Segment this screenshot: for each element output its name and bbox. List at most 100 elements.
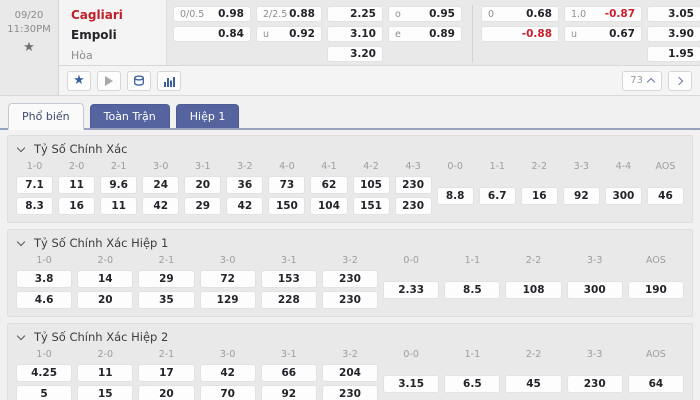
score-odds-button[interactable]: 45 xyxy=(505,374,562,393)
score-odds-button[interactable]: 204 xyxy=(321,364,379,382)
score-odds-button[interactable]: 17 xyxy=(138,364,195,382)
section-header[interactable]: Tỷ Số Chính Xác Hiệp 1 xyxy=(8,230,692,253)
score-odds-button[interactable]: 6.5 xyxy=(444,374,501,393)
score-odds-button[interactable]: 105 xyxy=(352,176,390,194)
score-odds-button[interactable]: 8.3 xyxy=(16,197,54,215)
odds-button[interactable]: e 0.89 xyxy=(388,26,462,42)
score-odds-button[interactable]: 151 xyxy=(352,197,390,215)
score-odds-button[interactable]: 190 xyxy=(627,280,684,299)
odds-button[interactable]: 3.05 xyxy=(647,6,700,22)
next-match-button[interactable] xyxy=(668,70,692,91)
odds-button[interactable]: 1.95 xyxy=(647,46,700,62)
draw-score-column: 0-0 2.33 xyxy=(383,255,440,309)
score-odds-button[interactable]: 230 xyxy=(566,374,623,393)
score-odds-button[interactable]: 42 xyxy=(199,364,256,382)
odds-button[interactable]: u 0.92 xyxy=(256,26,322,42)
odds-button[interactable]: 2/2.5 0.88 xyxy=(256,6,322,22)
favorite-star-button[interactable]: ★ xyxy=(67,70,91,91)
score-column-header: 4-1 xyxy=(321,161,337,172)
score-odds-button[interactable]: 92 xyxy=(562,186,600,205)
score-odds-button[interactable]: 300 xyxy=(566,280,623,299)
odds-button[interactable]: 0/0.5 0.98 xyxy=(173,6,251,22)
odds-button[interactable]: -0.88 xyxy=(481,26,559,42)
odds-line-label: e xyxy=(395,28,401,40)
odds-button[interactable]: 3.10 xyxy=(327,26,383,42)
tab-2[interactable]: Toàn Trận xyxy=(89,104,170,128)
odds-button[interactable]: 2.25 xyxy=(327,6,383,22)
score-odds-button[interactable]: 8.8 xyxy=(436,186,474,205)
score-column-header: 4-2 xyxy=(363,161,379,172)
score-odds-button[interactable]: 20 xyxy=(138,385,195,400)
score-odds-button[interactable]: 73 xyxy=(268,176,306,194)
score-odds-button[interactable]: 3.15 xyxy=(383,374,440,393)
odds-button[interactable]: 0.84 xyxy=(173,26,251,42)
score-odds-button[interactable]: 230 xyxy=(394,176,432,194)
star-icon[interactable]: ★ xyxy=(23,40,35,55)
score-column: 2-0 11 15 xyxy=(77,349,134,400)
score-odds-button[interactable]: 228 xyxy=(260,291,317,309)
score-odds-button[interactable]: 20 xyxy=(77,291,134,309)
score-odds-button[interactable]: 150 xyxy=(268,197,306,215)
score-odds-button[interactable]: 16 xyxy=(58,197,96,215)
score-odds-button[interactable]: 15 xyxy=(77,385,134,400)
score-odds-button[interactable]: 7.1 xyxy=(16,176,54,194)
score-odds-button[interactable]: 92 xyxy=(260,385,317,400)
score-odds-button[interactable]: 129 xyxy=(199,291,256,309)
score-odds-button[interactable]: 230 xyxy=(321,385,379,400)
score-odds-button[interactable]: 4.6 xyxy=(16,291,73,309)
score-odds-button[interactable]: 300 xyxy=(604,186,642,205)
score-odds-button[interactable]: 62 xyxy=(310,176,348,194)
odds-button[interactable]: u 0.67 xyxy=(564,26,642,42)
score-odds-button[interactable]: 230 xyxy=(321,270,379,288)
section-header[interactable]: Tỷ Số Chính Xác xyxy=(8,136,692,159)
score-odds-button[interactable]: 8.5 xyxy=(444,280,501,299)
stack-button[interactable] xyxy=(127,70,151,91)
score-odds-button[interactable]: 153 xyxy=(260,270,317,288)
score-odds-button[interactable]: 42 xyxy=(226,197,264,215)
score-section-1: Tỷ Số Chính Xác 1-0 7.1 8.3 2-0 11 16 2-1 9.6 11 3… xyxy=(7,135,693,223)
score-odds-button[interactable]: 230 xyxy=(394,197,432,215)
score-odds-button[interactable]: 2.33 xyxy=(383,280,440,299)
odds-button[interactable]: 3.90 xyxy=(647,26,700,42)
score-odds-button[interactable]: 46 xyxy=(646,186,684,205)
score-odds-button[interactable]: 108 xyxy=(505,280,562,299)
score-odds-button[interactable]: 24 xyxy=(142,176,180,194)
play-button[interactable] xyxy=(97,70,121,91)
score-odds-button[interactable]: 14 xyxy=(77,270,134,288)
tab-1[interactable]: Phổ biến xyxy=(8,103,84,130)
score-odds-button[interactable]: 3.8 xyxy=(16,270,73,288)
odds-button[interactable]: 0 0.68 xyxy=(481,6,559,22)
draw-box-wrap: 6.5 xyxy=(444,364,501,400)
section-header[interactable]: Tỷ Số Chính Xác Hiệp 2 xyxy=(8,324,692,347)
score-odds-button[interactable]: 11 xyxy=(100,197,138,215)
tab-3[interactable]: Hiệp 1 xyxy=(175,104,240,128)
score-odds-button[interactable]: 29 xyxy=(184,197,222,215)
score-odds-button[interactable]: 4.25 xyxy=(16,364,73,382)
score-column-header: 2-1 xyxy=(110,161,127,172)
score-odds-button[interactable]: 72 xyxy=(199,270,256,288)
score-odds-button[interactable]: 66 xyxy=(260,364,317,382)
score-odds-button[interactable]: 42 xyxy=(142,197,180,215)
score-odds-button[interactable]: 29 xyxy=(138,270,195,288)
score-odds-button[interactable]: 104 xyxy=(310,197,348,215)
score-odds-button[interactable]: 64 xyxy=(627,374,684,393)
score-column: 2-1 9.6 11 xyxy=(100,161,138,215)
score-odds-button[interactable]: 70 xyxy=(199,385,256,400)
more-markets-button[interactable]: 73 xyxy=(622,70,662,91)
bar-chart-button[interactable] xyxy=(157,70,181,91)
score-odds-button[interactable]: 35 xyxy=(138,291,195,309)
score-odds-button[interactable]: 36 xyxy=(226,176,264,194)
odds-button[interactable]: o 0.95 xyxy=(388,6,462,22)
score-odds-button[interactable]: 5 xyxy=(16,385,73,400)
score-odds-button[interactable]: 6.7 xyxy=(478,186,516,205)
stack-icon xyxy=(134,74,144,86)
score-odds-button[interactable]: 230 xyxy=(321,291,379,309)
score-odds-button[interactable]: 9.6 xyxy=(100,176,138,194)
top-odds-rows: 0/0.5 0.98 2/2.5 0.88 2.25 o 0.95 0 0.68 1.0 -0.87… xyxy=(167,0,700,65)
odds-button[interactable]: 1.0 -0.87 xyxy=(564,6,642,22)
score-odds-button[interactable]: 11 xyxy=(58,176,96,194)
odds-button[interactable]: 3.20 xyxy=(327,46,383,62)
score-odds-button[interactable]: 16 xyxy=(520,186,558,205)
score-odds-button[interactable]: 11 xyxy=(77,364,134,382)
score-odds-button[interactable]: 20 xyxy=(184,176,222,194)
